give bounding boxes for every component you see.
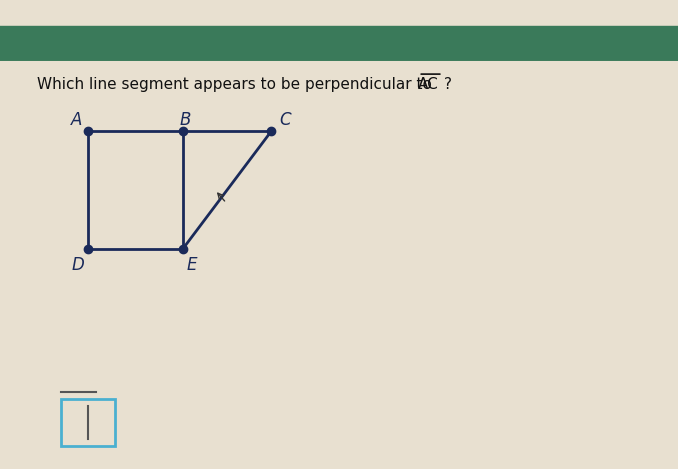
Text: B: B <box>180 111 191 129</box>
Text: ?: ? <box>444 77 452 92</box>
Text: E: E <box>186 256 197 274</box>
Text: C: C <box>279 111 291 129</box>
Text: AC: AC <box>418 77 439 92</box>
FancyBboxPatch shape <box>0 26 678 61</box>
Text: D: D <box>71 256 84 274</box>
Text: Which line segment appears to be perpendicular to: Which line segment appears to be perpend… <box>37 77 437 92</box>
Bar <box>61 399 115 446</box>
Text: A: A <box>71 111 83 129</box>
